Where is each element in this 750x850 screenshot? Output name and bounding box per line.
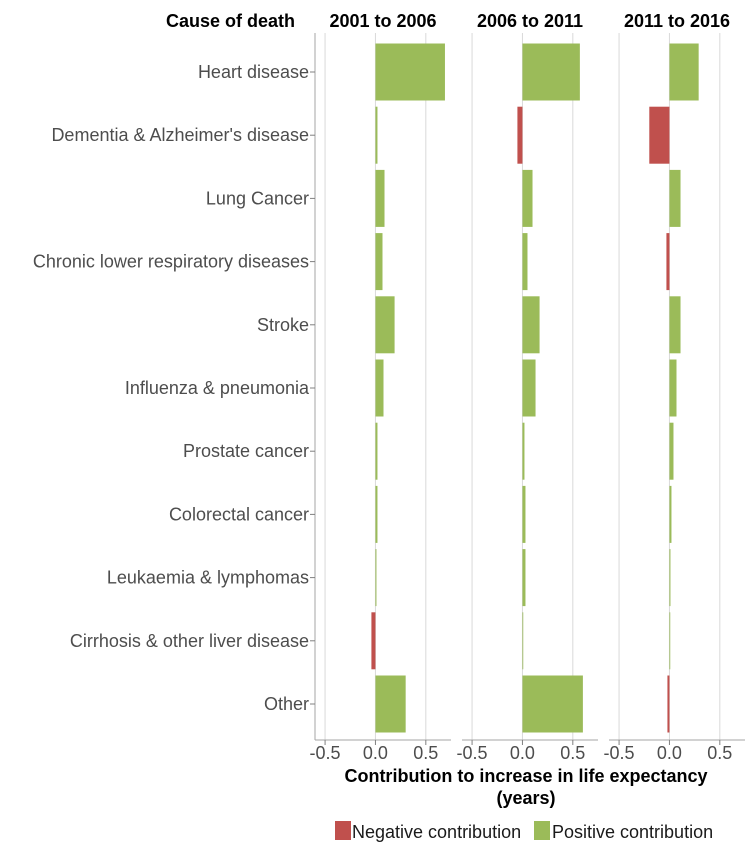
category-label: Leukaemia & lymphomas — [107, 568, 309, 588]
bar-lung-cancer — [522, 169, 533, 227]
bar-leukaemia-lymphomas — [669, 549, 671, 607]
bar-stroke — [375, 296, 395, 354]
bar-prostate-cancer — [375, 422, 378, 480]
x-axis-title-line-1: Contribution to increase in life expecta… — [344, 766, 707, 786]
category-label: Lung Cancer — [206, 188, 309, 208]
panel-title: 2006 to 2011 — [477, 11, 583, 31]
x-tick-label: 0.5 — [413, 743, 438, 763]
x-axis-title-line-2: (years) — [496, 788, 555, 808]
bar-colorectal-cancer — [669, 485, 672, 543]
legend-label-negative: Negative contribution — [352, 822, 521, 842]
bar-lung-cancer — [375, 169, 385, 227]
panel-2: 2006 to 2011 -0.5 0.0 0.5 — [457, 11, 598, 763]
bar-chronic-lower-respiratory-diseases — [522, 233, 528, 291]
bar-dementia-alzheimer-s-disease — [375, 106, 378, 164]
category-label: Heart disease — [198, 62, 309, 82]
x-tick-label: -0.5 — [604, 743, 635, 763]
category-label: Other — [264, 694, 309, 714]
bar-other — [375, 675, 406, 733]
bar-chronic-lower-respiratory-diseases — [375, 233, 383, 291]
bar-leukaemia-lymphomas — [522, 549, 526, 607]
panel-title: 2011 to 2016 — [624, 11, 730, 31]
panel-3: 2011 to 2016 -0.5 0.0 0.5 — [604, 11, 745, 763]
panel-title: 2001 to 2006 — [329, 11, 436, 31]
bar-chronic-lower-respiratory-diseases — [666, 233, 670, 291]
x-tick-label: -0.5 — [310, 743, 341, 763]
category-label: Influenza & pneumonia — [125, 378, 310, 398]
bar-colorectal-cancer — [522, 485, 526, 543]
bar-heart-disease — [375, 43, 445, 101]
bar-prostate-cancer — [522, 422, 525, 480]
bar-dementia-alzheimer-s-disease — [517, 106, 523, 164]
bar-influenza-pneumonia — [375, 359, 384, 417]
bar-heart-disease — [522, 43, 580, 101]
x-tick-label: 0.0 — [657, 743, 682, 763]
bar-prostate-cancer — [669, 422, 674, 480]
legend-swatch-negative — [335, 821, 351, 840]
category-label: Cirrhosis & other liver disease — [70, 631, 309, 651]
legend-swatch-positive — [534, 821, 550, 840]
category-label: Chronic lower respiratory diseases — [33, 252, 309, 272]
bar-stroke — [669, 296, 681, 354]
category-labels: Heart disease Dementia & Alzheimer's dise… — [33, 33, 316, 740]
category-header: Cause of death — [166, 11, 295, 31]
bar-dementia-alzheimer-s-disease — [649, 106, 670, 164]
x-tick-label: 0.0 — [510, 743, 535, 763]
bar-cirrhosis-other-liver-disease — [669, 612, 671, 670]
panel-1: 2001 to 2006 -0.5 0.0 0.5 — [310, 11, 451, 763]
chart-panels: 2001 to 2006 -0.5 0.0 0.5 2006 to 2011 -0.5 0.… — [310, 11, 745, 763]
bar-cirrhosis-other-liver-disease — [371, 612, 376, 670]
bar-other — [522, 675, 583, 733]
x-tick-label: 0.5 — [707, 743, 732, 763]
bar-heart-disease — [669, 43, 699, 101]
bar-other — [667, 675, 670, 733]
category-label: Prostate cancer — [183, 441, 309, 461]
bar-colorectal-cancer — [375, 485, 378, 543]
category-label: Dementia & Alzheimer's disease — [51, 125, 309, 145]
category-label: Colorectal cancer — [169, 504, 309, 524]
bar-influenza-pneumonia — [522, 359, 536, 417]
x-tick-label: 0.0 — [363, 743, 388, 763]
legend: Negative contribution Positive contribut… — [335, 821, 713, 842]
x-tick-label: 0.5 — [560, 743, 585, 763]
bar-cirrhosis-other-liver-disease — [522, 612, 524, 670]
bar-leukaemia-lymphomas — [375, 549, 377, 607]
legend-label-positive: Positive contribution — [552, 822, 713, 842]
bar-lung-cancer — [669, 169, 681, 227]
bar-influenza-pneumonia — [669, 359, 677, 417]
category-label: Stroke — [257, 315, 309, 335]
bar-stroke — [522, 296, 540, 354]
x-tick-label: -0.5 — [457, 743, 488, 763]
